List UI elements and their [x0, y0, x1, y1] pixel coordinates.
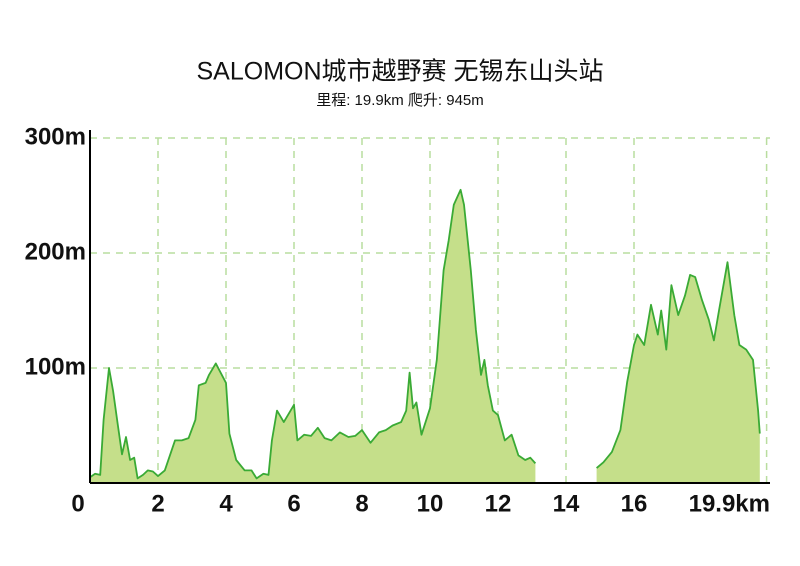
- elevation-area: [90, 189, 760, 484]
- y-tick-label: 200m: [25, 238, 86, 265]
- x-tick-label: 8: [355, 490, 368, 517]
- x-tick-label: 16: [621, 490, 648, 517]
- x-tick-label: 19.9km: [689, 490, 770, 517]
- x-tick-label: 12: [485, 490, 512, 517]
- y-tick-label: 100m: [25, 353, 86, 380]
- elevation-line: [89, 188, 761, 480]
- x-tick-label: 6: [287, 490, 300, 517]
- x-tick-label: 2: [151, 490, 164, 517]
- chart-title: SALOMON城市越野赛 无锡东山头站: [197, 58, 604, 86]
- chart-subtitle: 里程: 19.9km 爬升: 945m: [316, 92, 484, 109]
- x-tick-label: 10: [417, 490, 444, 517]
- x-tick-label: 14: [553, 490, 580, 517]
- y-tick-label: 300m: [25, 123, 86, 150]
- x-tick-label: 0: [71, 490, 84, 517]
- x-tick-label: 4: [219, 490, 233, 517]
